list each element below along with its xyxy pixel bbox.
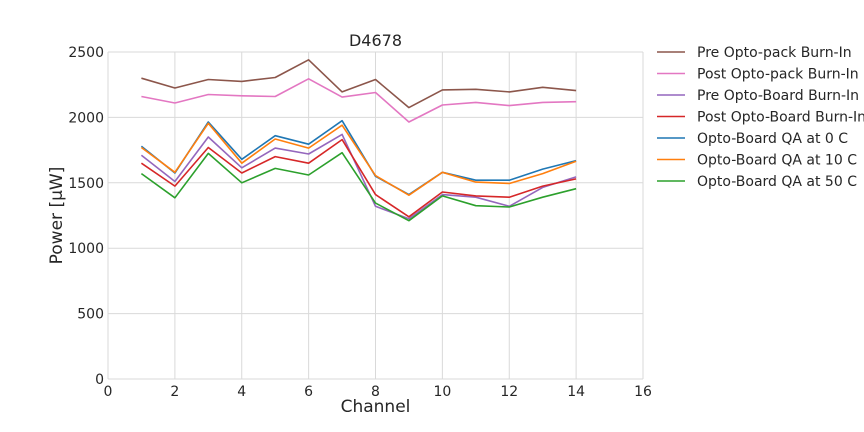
y-tick-label: 2500: [68, 45, 104, 61]
x-tick-label: 14: [567, 384, 585, 400]
legend-label: Pre Opto-Board Burn-In: [697, 88, 859, 104]
legend-label: Opto-Board QA at 50 C: [697, 174, 857, 190]
legend: Pre Opto-pack Burn-In Post Opto-pack Burn…: [657, 45, 864, 190]
y-tick-label: 0: [95, 372, 104, 388]
y-axis-title: Power [μW]: [47, 167, 67, 265]
y-tick-label: 500: [77, 307, 104, 323]
legend-label: Post Opto-pack Burn-In: [697, 67, 859, 83]
x-tick-label: 12: [500, 384, 518, 400]
x-tick-label: 16: [634, 384, 652, 400]
series-line-post-opto-pack-burn-in: [141, 78, 577, 123]
series-line-opto-board-qa-at-0-c: [140, 119, 577, 196]
legend-label: Opto-Board QA at 0 C: [697, 131, 848, 147]
x-axis-title: Channel: [341, 397, 411, 417]
series-line-opto-board-qa-at-10-c: [140, 122, 577, 196]
series-line-post-opto-board-burn-in: [140, 138, 577, 218]
x-tick-label: 4: [237, 384, 246, 400]
series-line-pre-opto-pack-burn-in: [141, 58, 577, 109]
legend-label: Opto-Board QA at 10 C: [697, 153, 857, 169]
x-tick-label: 2: [170, 384, 179, 400]
plot-area: 0 2 4 6 8 10 12 14 16 0 500 1000 1500 2000 2500: [68, 45, 652, 400]
y-tick-label: 2000: [68, 110, 104, 126]
legend-label: Post Opto-Board Burn-In: [697, 110, 864, 126]
y-tick-label: 1500: [68, 176, 104, 192]
legend-label: Pre Opto-pack Burn-In: [697, 45, 852, 61]
x-tick-label: 8: [371, 384, 380, 400]
x-tick-label: 10: [433, 384, 451, 400]
series-line-opto-board-qa-at-50-c: [140, 151, 577, 222]
series-line-pre-opto-board-burn-in: [140, 133, 577, 220]
chart-title: D4678: [349, 31, 402, 50]
x-tick-label: 6: [304, 384, 313, 400]
y-tick-label: 1000: [68, 241, 104, 257]
x-tick-label: 0: [104, 384, 113, 400]
